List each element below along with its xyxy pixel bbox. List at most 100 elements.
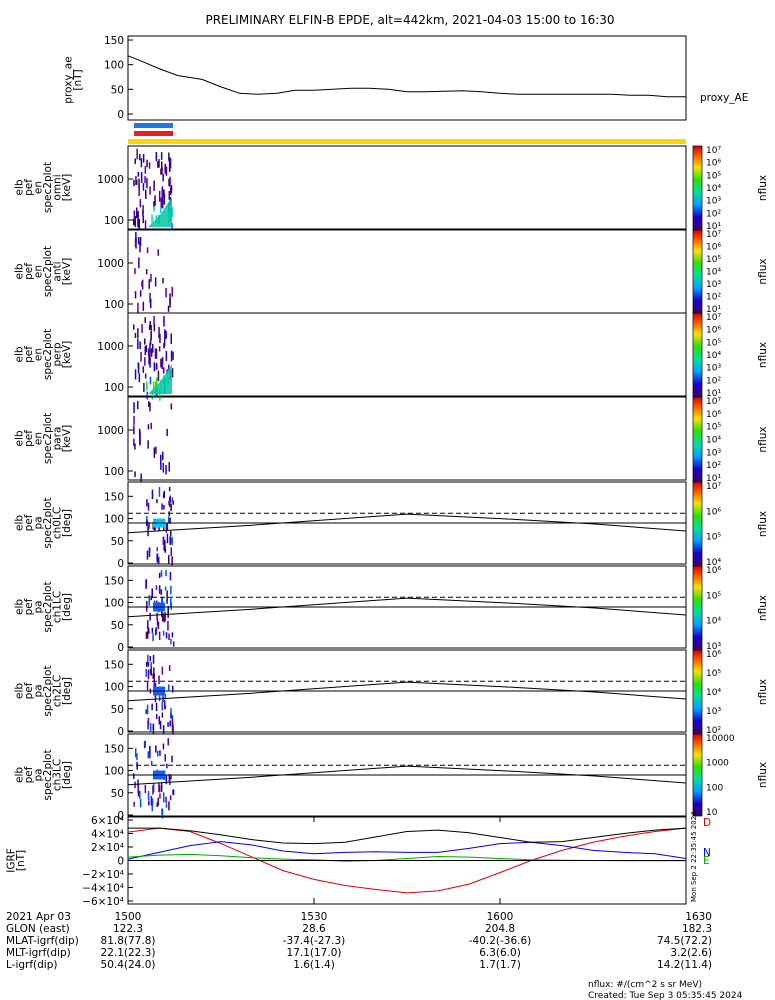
spec-panel-frame: [127, 396, 687, 481]
pa-cell: [167, 722, 169, 727]
spec-cell: [161, 199, 164, 209]
pa-ylabel-line: pef: [23, 598, 35, 615]
spec-ylabel-line: omni: [52, 174, 64, 200]
igrf-ytick-label: 0: [117, 856, 124, 868]
pa-cell: [166, 533, 169, 544]
spec-cell: [148, 162, 151, 169]
colorbar-tick-label: 10000: [706, 734, 735, 744]
pa-ylabel-line: pef: [23, 766, 35, 783]
spec-cell: [163, 189, 165, 199]
spec-cell: [159, 390, 161, 401]
spec-cell: [158, 346, 161, 352]
colorbar-label: nflux: [757, 258, 769, 284]
loss-cone-line: [127, 513, 687, 534]
spec-cell: [154, 195, 156, 206]
pa-cell: [133, 773, 135, 779]
igrf-ytick-label: 6×10⁴: [91, 815, 124, 827]
spec-cell: [171, 209, 173, 217]
pa-cell: [166, 590, 168, 601]
pa-cell: [147, 669, 150, 680]
pa-cell: [156, 612, 158, 621]
spec-cell: [140, 473, 142, 482]
spec-cell: [138, 373, 141, 383]
pa-cell: [139, 799, 142, 808]
spec-cell: [155, 152, 158, 162]
pa-cell: [161, 666, 164, 675]
spec-cell: [137, 218, 139, 228]
colorbar-tick-label: 10¹: [706, 474, 721, 484]
colorbar-label: nflux: [757, 762, 769, 788]
pa-cell: [157, 750, 159, 757]
pa-cell: [169, 795, 172, 801]
colorbar-label: nflux: [757, 175, 769, 201]
pa-ylabel-line: ch0LC: [52, 507, 64, 539]
spec-cell: [165, 166, 168, 176]
pa-cell: [147, 751, 149, 759]
spec-cell: [155, 363, 158, 370]
pa-ylabel-line: pa: [33, 684, 45, 697]
pa-cell: [146, 704, 149, 715]
spec-cell: [169, 197, 171, 203]
pa-cell: [136, 753, 138, 761]
ae-series-line: [127, 55, 686, 98]
footer-cell: 1530: [301, 911, 328, 923]
spec-cell: [162, 173, 164, 182]
spec-cell: [161, 189, 163, 200]
pa-cell: [171, 632, 174, 638]
spec-cell: [140, 172, 143, 183]
pa-ylabel-line: elb: [14, 515, 26, 531]
spec-cell: [137, 211, 139, 219]
pa-cell: [135, 748, 137, 758]
pa-cell: [163, 490, 166, 498]
colorbar-tick-label: 10³: [706, 280, 721, 290]
igrf-series-N: [127, 841, 687, 860]
footer-cell: 14.2(11.4): [657, 959, 712, 971]
colorbar-tick-label: 10⁵: [706, 669, 721, 679]
spec-cell: [146, 381, 148, 391]
spec-cell: [142, 301, 145, 311]
spec-cell: [141, 281, 143, 287]
spec-cell: [156, 377, 158, 388]
pa-cell: [173, 641, 175, 647]
spec-cell: [145, 269, 148, 275]
spec-cell: [168, 157, 171, 163]
colorbar-gradient: [692, 733, 703, 817]
colorbar: 10⁷ 10⁶ 10⁵ 10⁴ 10³ 10² 10¹ nflux: [692, 145, 769, 232]
spec-cell: [134, 291, 137, 299]
colorbar-gradient: [692, 312, 703, 398]
spec-cell: [134, 158, 136, 165]
pa-cell: [147, 791, 150, 801]
pa-ytick-label: 50: [111, 704, 124, 716]
spec-cell: [142, 205, 144, 215]
colorbar-tick-label: 10³: [706, 642, 721, 652]
spec-cell: [163, 194, 165, 205]
footer-cell: 204.8: [485, 923, 515, 935]
pa-cell: [160, 589, 163, 596]
pa-ytick-label: 50: [111, 536, 124, 548]
pa-cell: [170, 639, 172, 645]
spec-cell: [144, 176, 146, 184]
spec-cell: [149, 350, 151, 361]
footer-row-label: L-igrf(dip): [6, 959, 58, 971]
spec-cell: [157, 249, 159, 256]
spec-cell: [137, 237, 140, 245]
spec-cell: [168, 178, 170, 187]
spec-cell: [146, 159, 148, 168]
pa-cell: [161, 701, 163, 711]
pa-cell: [156, 802, 158, 808]
pa-cell: [156, 556, 158, 563]
igrf-ylabel-line: IGRF: [6, 848, 18, 873]
colorbar-tick-label: 10⁷: [706, 230, 721, 240]
spec-cell: [143, 382, 145, 392]
loss-cone-line: [127, 765, 687, 786]
spec-flux-blob: [148, 197, 172, 227]
igrf-ylabel-line: [nT]: [15, 850, 27, 871]
pa-cell: [171, 556, 173, 566]
spec-cell: [170, 187, 172, 194]
spec-cell: [165, 331, 167, 339]
pa-cell: [158, 719, 161, 725]
spec-ylabel-line: [keV]: [61, 174, 73, 202]
pa-cell: [137, 790, 140, 797]
pa-ytick-label: 100: [104, 598, 124, 610]
colorbar-tick-label: 10⁵: [706, 533, 721, 543]
